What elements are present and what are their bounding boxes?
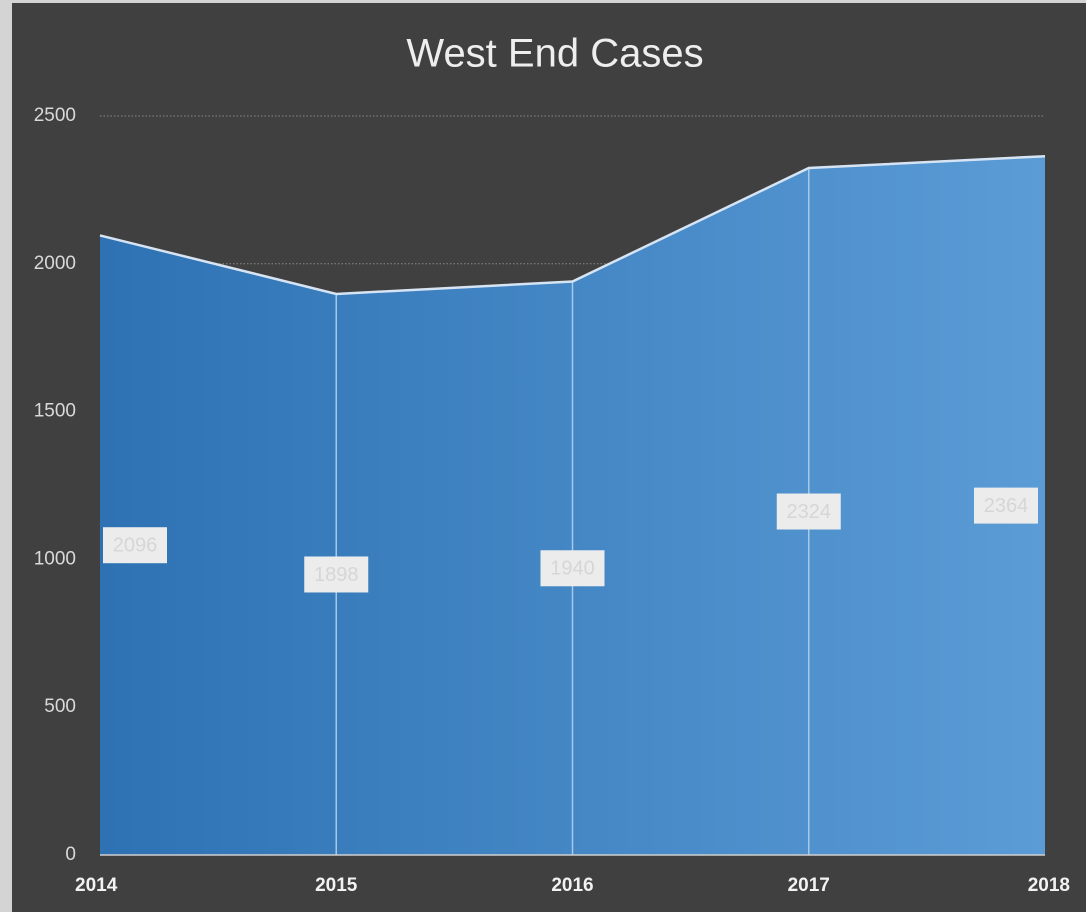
data-label: 2324 [787, 501, 832, 523]
data-label-box [540, 550, 605, 587]
x-tick-label: 2017 [788, 875, 830, 896]
y-tick-label: 0 [65, 844, 76, 865]
x-tick-label: 2015 [315, 875, 358, 896]
y-tick-label: 1000 [34, 548, 76, 569]
y-tick-label: 2000 [34, 253, 76, 274]
y-tick-label: 2500 [34, 105, 76, 126]
data-label: 1898 [314, 564, 359, 586]
data-label-box [103, 527, 167, 564]
x-tick-label: 2014 [75, 875, 118, 896]
area-outline [99, 154, 1046, 296]
window-edge-top [0, 0, 1086, 3]
data-label: 1940 [550, 558, 595, 580]
window-edge [0, 0, 12, 912]
data-label-box [304, 556, 369, 593]
data-label-box [974, 487, 1038, 524]
y-tick-label: 1500 [34, 401, 76, 422]
chart-title: West End Cases [406, 32, 703, 76]
x-tick-label: 2018 [1028, 875, 1070, 896]
data-label-box [776, 493, 841, 530]
data-label: 2096 [113, 534, 158, 556]
x-tick-label: 2016 [551, 875, 593, 896]
y-tick-label: 500 [44, 696, 76, 717]
data-label: 2364 [984, 495, 1029, 517]
